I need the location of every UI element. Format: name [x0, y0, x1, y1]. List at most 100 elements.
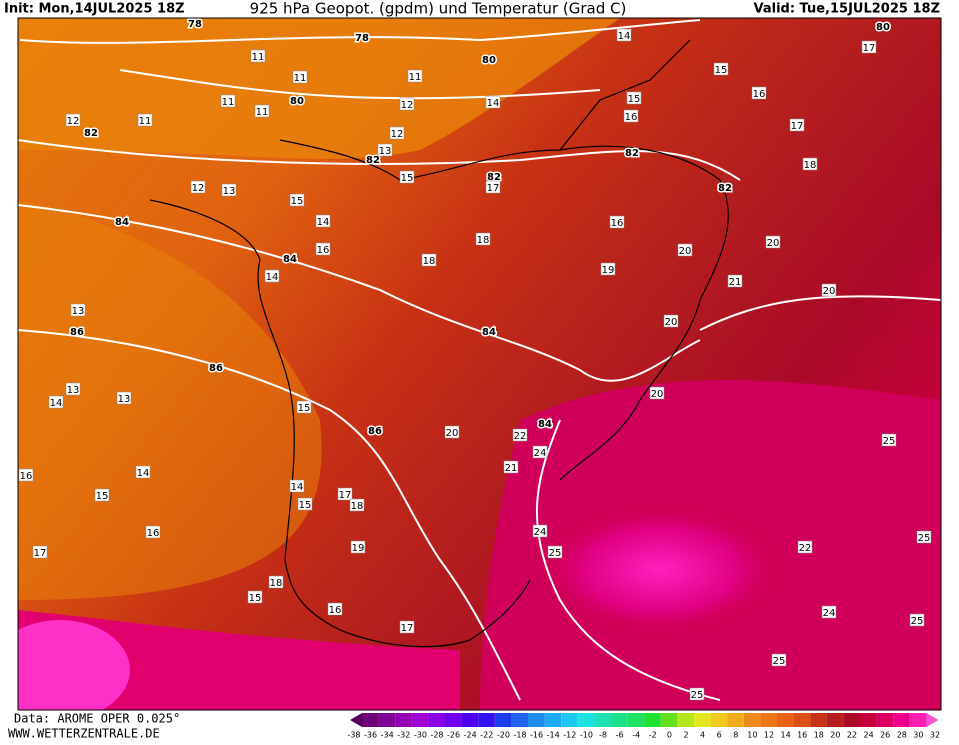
temperature-label-box: [821, 605, 837, 619]
temperature-label-box: [399, 170, 415, 184]
colorbar-label: -20: [497, 731, 510, 740]
temperature-label: 11: [222, 97, 235, 108]
temperature-label-box: [315, 214, 331, 228]
temperature-label-box: [399, 97, 415, 111]
geopotential-label: 84: [283, 254, 297, 265]
temperature-label: 11: [409, 72, 422, 83]
colorbar-cell: [478, 713, 495, 727]
temperature-label: 21: [505, 463, 518, 474]
colorbar-label: -28: [430, 731, 443, 740]
temperature-label: 14: [266, 272, 279, 283]
geopotential-label: 80: [482, 55, 496, 66]
temperature-label: 11: [294, 73, 307, 84]
colorbar-label: -16: [530, 731, 543, 740]
temperature-label: 25: [918, 533, 931, 544]
temperature-label-box: [137, 113, 153, 127]
temperature-label-box: [532, 524, 548, 538]
geopotential-label: 78: [188, 19, 202, 30]
temperature-label: 21: [729, 277, 742, 288]
temperature-label: 25: [911, 616, 924, 627]
temperature-label-box: [797, 540, 813, 554]
temperature-label-box: [297, 497, 313, 511]
colorbar-cell: [860, 713, 877, 727]
temperature-label: 13: [118, 394, 131, 405]
colorbar-label: 18: [814, 731, 824, 740]
colorbar-cell: [793, 713, 811, 727]
temperature-label: 15: [291, 196, 304, 207]
colorbar-label: 12: [764, 731, 774, 740]
temperature-label-box: [94, 488, 110, 502]
colorbar-cell: [561, 713, 578, 727]
temperature-label-box: [600, 262, 616, 276]
temperature-label: 20: [823, 286, 836, 297]
temperature-label: 18: [477, 235, 490, 246]
temperature-label: 13: [223, 186, 236, 197]
temperature-label-box: [485, 180, 501, 194]
temperature-label: 11: [252, 52, 265, 63]
temperature-label-box: [623, 109, 639, 123]
temperature-label-box: [475, 232, 491, 246]
temperature-label: 20: [679, 246, 692, 257]
temperature-label: 12: [67, 116, 80, 127]
temperature-label-box: [802, 157, 818, 171]
temperature-label: 16: [611, 218, 624, 229]
temperature-label-box: [821, 283, 837, 297]
init-time: Init: Mon,14JUL2025 18Z: [4, 2, 185, 17]
temperature-label-box: [268, 575, 284, 589]
geopotential-label: 86: [368, 426, 382, 437]
colorbar-label: -4: [632, 731, 640, 740]
colorbar-cell: [362, 713, 379, 727]
geopotential-label: 82: [84, 128, 98, 139]
colorbar: -38 -36 -34 -32 -30 -28 -26 -24 -22 -20 -18 -16 -14-…: [347, 713, 940, 740]
colorbar-label: -12: [563, 731, 576, 740]
temperature-label: 17: [863, 43, 876, 54]
temperature-label: 18: [804, 160, 817, 171]
colorbar-cell: [710, 713, 728, 727]
temperature-label-box: [916, 530, 932, 544]
temperature-label: 16: [625, 112, 638, 123]
temperature-label-box: [247, 590, 263, 604]
colorbar-cell: [461, 713, 479, 727]
colorbar-cell: [611, 713, 628, 727]
map-frame: [17, 17, 942, 711]
temperature-label-box: [327, 602, 343, 616]
temperature-label-box: [751, 86, 767, 100]
temperature-label: 19: [352, 543, 365, 554]
temperature-label: 25: [773, 656, 786, 667]
colorbar-cell: [411, 713, 429, 727]
temperature-label: 15: [299, 500, 312, 511]
temperature-label-box: [727, 274, 743, 288]
temperature-label: 25: [691, 690, 704, 701]
temperature-label-box: [315, 242, 331, 256]
temperature-label: 16: [753, 89, 766, 100]
temperature-label-box: [190, 180, 206, 194]
temperature-label: 22: [514, 431, 527, 442]
colorbar-cell: [494, 713, 512, 727]
temperature-label-box: [145, 525, 161, 539]
colorbar-label: 22: [847, 731, 857, 740]
colorbar-cell: [777, 713, 794, 727]
colorbar-label: -34: [381, 731, 394, 740]
temperature-label-box: [254, 104, 270, 118]
colorbar-cell: [893, 713, 910, 727]
colorbar-label: 8: [733, 731, 738, 740]
temperature-label: 13: [72, 306, 85, 317]
colorbar-cell: [694, 713, 711, 727]
temperature-label: 15: [401, 173, 414, 184]
temperature-label: 25: [883, 436, 896, 447]
temperature-label: 24: [534, 448, 547, 459]
colorbar-label: -8: [599, 731, 607, 740]
geopotential-label: 84: [538, 419, 552, 430]
colorbar-cell: [826, 713, 844, 727]
temperature-label-box: [616, 28, 632, 42]
colorbar-label: 26: [880, 731, 890, 740]
temperature-label-box: [289, 479, 305, 493]
temperature-label-box: [485, 95, 501, 109]
temperature-label: 14: [487, 98, 500, 109]
colorbar-label: 2: [683, 731, 688, 740]
temperature-label: 14: [50, 398, 63, 409]
temperature-label: 14: [137, 468, 150, 479]
colorbar-cell: [445, 713, 462, 727]
colorbar-cell: [627, 713, 645, 727]
temperature-label-box: [626, 91, 642, 105]
